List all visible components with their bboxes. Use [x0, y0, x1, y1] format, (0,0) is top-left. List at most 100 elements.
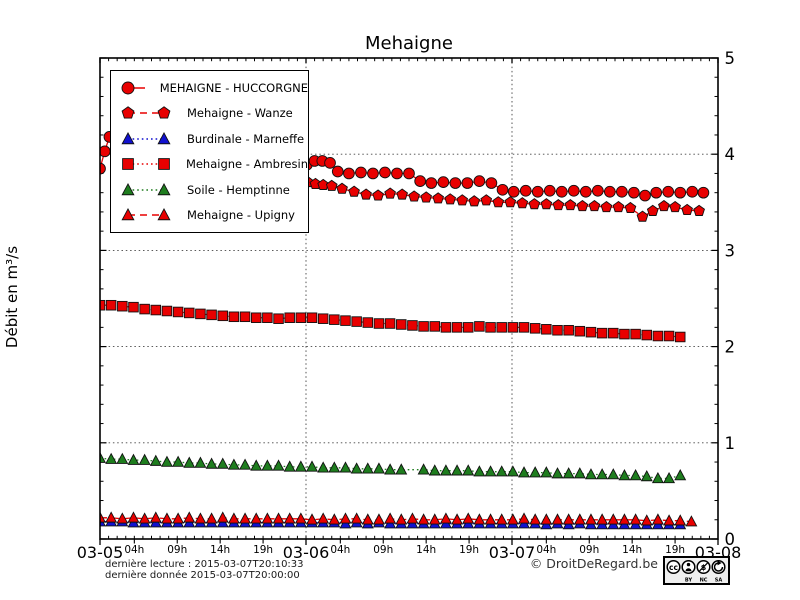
pentagon-marker-icon — [121, 106, 135, 119]
triangle-marker-icon — [116, 452, 129, 464]
cc-badge-label: BY — [685, 578, 693, 584]
circle-marker-icon — [343, 167, 355, 180]
pentagon-marker-icon — [325, 179, 338, 191]
pentagon-marker-icon — [384, 187, 396, 199]
pentagon-marker-icon — [624, 201, 637, 214]
legend-item-label: Soile - Hemptinne — [187, 182, 290, 197]
triangle-marker-icon — [439, 464, 452, 476]
square-marker-icon — [273, 313, 284, 324]
circle-marker-icon — [507, 185, 520, 198]
triangle-marker-icon — [640, 514, 653, 526]
triangle-marker-icon — [239, 512, 252, 524]
triangle-marker-icon — [157, 182, 171, 195]
square-marker-icon — [239, 311, 251, 323]
pentagon-marker-icon — [480, 194, 493, 206]
legend-item: Burdinale - Marneffe — [111, 127, 308, 151]
circle-marker-icon — [391, 167, 403, 180]
square-marker-icon — [295, 312, 307, 323]
series-layer — [100, 131, 710, 530]
legend-item: Mehaigne - Wanze — [111, 101, 308, 125]
triangle-legend-sample-icon — [121, 208, 171, 221]
square-marker-icon — [100, 299, 106, 311]
square-marker-icon — [105, 299, 117, 311]
circle-marker-icon — [567, 184, 580, 197]
pentagon-marker-icon — [669, 200, 681, 213]
y-tick-label: 3 — [725, 241, 736, 260]
square-marker-icon — [228, 311, 240, 323]
cc-badge-label: SA — [715, 578, 723, 584]
pentagon-marker-icon — [408, 190, 421, 202]
circle-marker-icon — [461, 177, 474, 189]
x-date-label: 03-05 — [77, 543, 124, 562]
triangle-marker-icon — [607, 468, 620, 480]
triangle-marker-icon — [157, 131, 171, 144]
triangle-marker-icon — [121, 208, 135, 221]
triangle-marker-icon — [562, 513, 575, 525]
triangle-marker-icon — [317, 461, 330, 473]
triangle-marker-icon — [439, 512, 452, 524]
by-person-head — [686, 562, 691, 567]
square-marker-icon — [474, 321, 485, 332]
circle-marker-icon — [485, 177, 498, 189]
triangle-marker-icon — [138, 453, 151, 465]
circle-marker-icon — [591, 184, 604, 197]
square-marker-icon — [340, 315, 351, 326]
square-marker-icon — [317, 313, 329, 324]
footer-notes: dernière lecture : 2015-03-07T20:10:33 d… — [105, 559, 304, 581]
triangle-marker-icon — [372, 513, 385, 525]
triangle-marker-icon — [451, 464, 464, 476]
legend-item-label: MEHAIGNE - HUCCORGNE — [159, 80, 308, 95]
square-marker-icon — [440, 322, 452, 333]
triangle-marker-icon — [350, 462, 363, 474]
circle-marker-icon — [531, 185, 544, 198]
series-pentagon — [294, 173, 705, 222]
nc-slash — [698, 562, 709, 572]
pentagon-marker-icon — [540, 198, 553, 210]
triangle-marker-icon — [261, 512, 274, 524]
triangle-marker-icon — [121, 131, 135, 144]
series-triangle — [100, 451, 687, 484]
sa-arrow-arc — [713, 562, 724, 572]
pentagon-marker-icon — [396, 188, 408, 200]
triangle-marker-icon — [584, 468, 597, 480]
circle-marker-icon — [100, 162, 106, 175]
cc-icon — [666, 559, 681, 575]
square-marker-icon — [529, 323, 541, 334]
circle-marker-icon — [616, 185, 628, 198]
square-marker-icon — [351, 316, 362, 327]
triangle-marker-icon — [540, 466, 553, 478]
square-marker-icon — [195, 308, 206, 320]
triangle-marker-icon — [372, 462, 385, 474]
triangle-marker-icon — [618, 513, 631, 525]
circle-marker-icon — [555, 185, 568, 198]
triangle-marker-icon — [306, 460, 318, 472]
triangle-marker-icon — [518, 466, 530, 478]
triangle-marker-icon — [451, 513, 464, 525]
pentagon-marker-icon — [317, 178, 330, 190]
triangle-marker-icon — [384, 512, 397, 524]
triangle-marker-icon — [105, 452, 118, 464]
x-hour-label: 14h — [210, 544, 230, 556]
pentagon-marker-icon — [588, 199, 601, 212]
square-marker-icon — [161, 305, 173, 317]
triangle-marker-icon — [395, 513, 408, 525]
square-marker-icon — [184, 307, 195, 319]
triangle-marker-icon — [573, 513, 586, 525]
square-marker-icon — [574, 325, 586, 337]
circle-marker-icon — [425, 177, 438, 189]
triangle-marker-icon — [384, 463, 397, 475]
x-hour-label: 09h — [373, 544, 393, 556]
square-marker-icon — [172, 306, 184, 318]
series-square — [100, 299, 686, 343]
triangle-marker-icon — [272, 512, 285, 524]
legend-item-label: Mehaigne - Wanze — [187, 106, 293, 121]
pentagon-marker-icon — [372, 189, 384, 201]
square-marker-icon — [117, 300, 128, 312]
pentagon-marker-icon — [468, 195, 481, 207]
triangle-marker-icon — [428, 513, 441, 525]
pentagon-marker-icon — [336, 182, 348, 194]
triangle-marker-icon — [339, 512, 352, 524]
triangle-marker-icon — [328, 461, 341, 473]
triangle-marker-icon — [618, 469, 631, 481]
